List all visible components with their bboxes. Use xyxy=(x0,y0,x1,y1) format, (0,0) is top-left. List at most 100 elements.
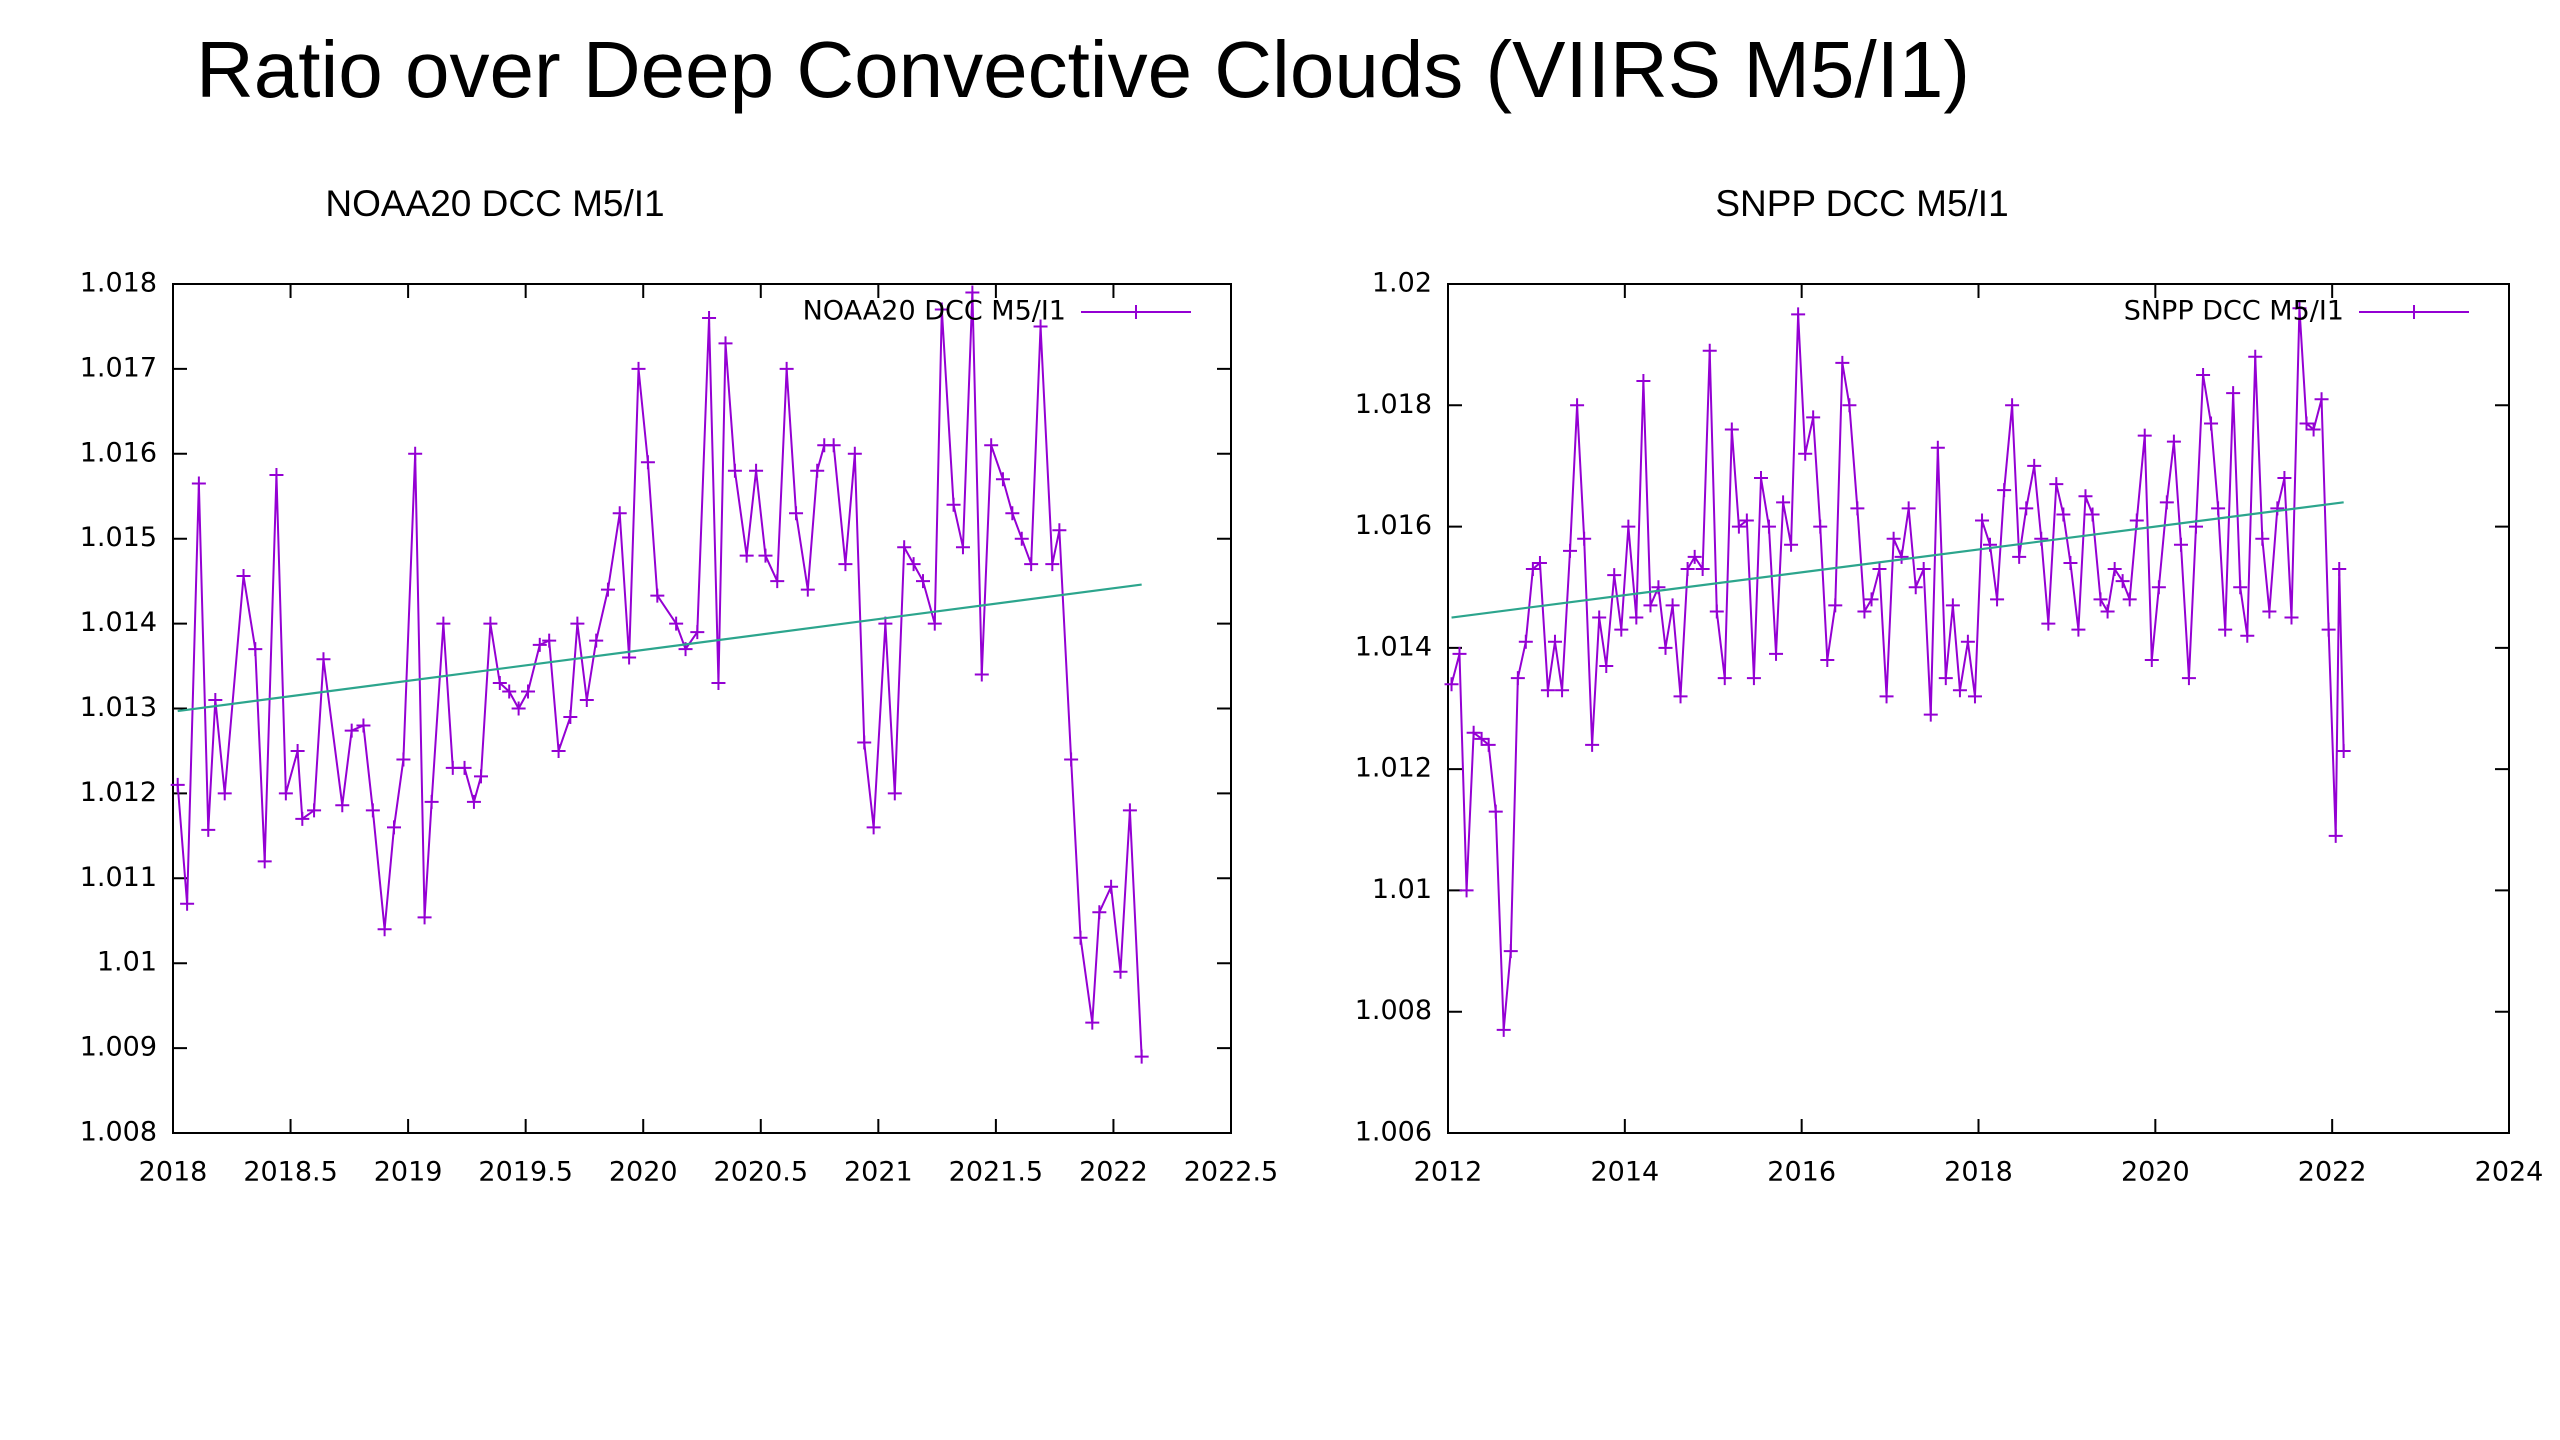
data-point xyxy=(1791,307,1806,322)
x-tick-label: 2021.5 xyxy=(949,1157,1043,1188)
data-point xyxy=(1731,519,1746,534)
data-point xyxy=(1570,398,1585,413)
data-point xyxy=(1894,549,1909,564)
data-point xyxy=(1073,930,1088,945)
x-tick-label: 2018 xyxy=(1944,1157,2013,1188)
y-tick-label: 1.018 xyxy=(80,268,157,299)
y-tick-label: 1.012 xyxy=(1355,753,1432,784)
x-tick-label: 2019 xyxy=(374,1157,443,1188)
data-point xyxy=(436,616,451,631)
data-point xyxy=(295,811,310,826)
data-point xyxy=(1923,707,1938,722)
data-point xyxy=(2226,386,2241,401)
data-point xyxy=(1687,549,1702,564)
x-tick-label: 2022 xyxy=(2298,1157,2367,1188)
data-point xyxy=(1496,1022,1511,1037)
data-point xyxy=(1930,440,1945,455)
data-point xyxy=(2233,580,2248,595)
data-point xyxy=(570,616,585,631)
chart-title: NOAA20 DCC M5/I1 xyxy=(325,183,664,224)
data-point xyxy=(1739,513,1754,528)
data-point xyxy=(2041,616,2056,631)
data-point xyxy=(727,463,742,478)
data-point xyxy=(1842,398,1857,413)
y-tick-label: 1.009 xyxy=(80,1032,157,1063)
data-point xyxy=(739,548,754,563)
data-point xyxy=(1916,562,1931,577)
legend-marker xyxy=(1129,305,1143,319)
data-point xyxy=(1901,501,1916,516)
data-point xyxy=(2277,471,2292,486)
data-point xyxy=(2292,301,2307,316)
data-point xyxy=(483,616,498,631)
y-tick-label: 1.02 xyxy=(1372,268,1432,299)
x-tick-label: 2018 xyxy=(139,1157,208,1188)
data-point xyxy=(1636,374,1651,389)
data-point xyxy=(838,557,853,572)
data-point xyxy=(1938,671,1953,686)
data-point xyxy=(779,361,794,376)
data-point xyxy=(2144,652,2159,667)
data-point xyxy=(457,760,472,775)
legend-label: SNPP DCC M5/I1 xyxy=(2124,296,2344,327)
data-point xyxy=(1872,562,1887,577)
data-point xyxy=(396,752,411,767)
data-point xyxy=(1092,905,1107,920)
data-point xyxy=(758,548,773,563)
data-point xyxy=(217,786,232,801)
data-point xyxy=(1967,689,1982,704)
data-point xyxy=(563,709,578,724)
data-point xyxy=(356,718,371,733)
data-point xyxy=(511,701,526,716)
data-point xyxy=(1459,883,1474,898)
data-point xyxy=(492,676,507,691)
data-point xyxy=(887,786,902,801)
data-point xyxy=(1024,557,1039,572)
x-tick-label: 2024 xyxy=(2475,1157,2544,1188)
data-point xyxy=(2100,604,2115,619)
data-point xyxy=(1850,501,1865,516)
data-point xyxy=(800,582,815,597)
data-point xyxy=(1104,879,1119,894)
data-point xyxy=(344,723,359,738)
y-tick-label: 1.011 xyxy=(80,862,157,893)
data-point xyxy=(1960,634,1975,649)
data-point xyxy=(2299,416,2314,431)
data-point xyxy=(711,676,726,691)
data-point xyxy=(2115,574,2130,589)
data-point xyxy=(2034,531,2049,546)
data-point xyxy=(1761,519,1776,534)
data-point xyxy=(955,540,970,555)
data-point xyxy=(984,438,999,453)
trend-line xyxy=(1451,501,2344,619)
data-point xyxy=(866,820,881,835)
data-point xyxy=(2056,507,2071,522)
x-tick-label: 2020 xyxy=(609,1157,678,1188)
data-point xyxy=(1629,610,1644,625)
data-point xyxy=(1908,580,1923,595)
data-point xyxy=(2314,392,2329,407)
x-tick-label: 2022 xyxy=(1079,1157,1148,1188)
data-point xyxy=(1452,646,1467,661)
data-point xyxy=(2151,580,2166,595)
data-point xyxy=(1813,519,1828,534)
data-point xyxy=(927,616,942,631)
data-point xyxy=(521,684,536,699)
data-point xyxy=(1052,523,1067,538)
data-point xyxy=(424,794,439,809)
data-point xyxy=(335,798,350,813)
data-point xyxy=(2027,458,2042,473)
data-point xyxy=(2078,489,2093,504)
data-point xyxy=(810,463,825,478)
data-point xyxy=(897,540,912,555)
x-tick-label: 2014 xyxy=(1590,1157,1659,1188)
data-point xyxy=(1134,1049,1149,1064)
y-tick-label: 1.017 xyxy=(80,352,157,383)
data-point xyxy=(1680,562,1695,577)
data-point xyxy=(1488,804,1503,819)
data-point xyxy=(1835,355,1850,370)
data-point xyxy=(1769,646,1784,661)
data-point xyxy=(1510,671,1525,686)
data-point xyxy=(316,652,331,667)
y-tick-label: 1.014 xyxy=(1355,631,1432,662)
